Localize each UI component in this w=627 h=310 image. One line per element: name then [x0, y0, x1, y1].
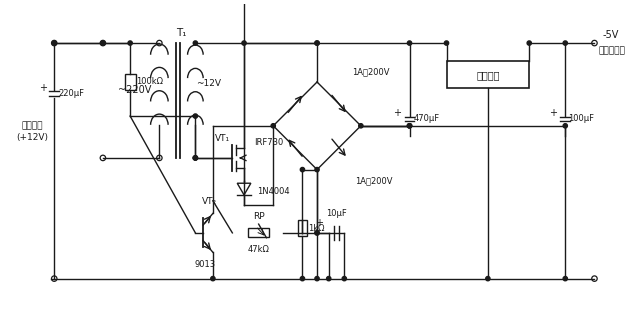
Bar — [125, 74, 135, 90]
Text: ~220V: ~220V — [119, 85, 152, 95]
Circle shape — [101, 41, 105, 45]
Bar — [298, 220, 307, 236]
Circle shape — [327, 277, 331, 281]
Circle shape — [271, 124, 275, 128]
Circle shape — [300, 277, 305, 281]
Text: 1kΩ: 1kΩ — [308, 224, 324, 232]
Circle shape — [342, 277, 347, 281]
Text: RP: RP — [253, 212, 265, 221]
Circle shape — [408, 124, 412, 128]
Circle shape — [486, 277, 490, 281]
Circle shape — [211, 277, 215, 281]
Text: 1A／200V: 1A／200V — [352, 68, 389, 77]
Text: T₁: T₁ — [176, 28, 187, 38]
Polygon shape — [237, 183, 251, 195]
Text: 470μF: 470μF — [414, 113, 440, 122]
Circle shape — [563, 124, 567, 128]
Circle shape — [315, 167, 319, 172]
Circle shape — [193, 41, 198, 45]
Circle shape — [315, 41, 319, 45]
Text: VT₁: VT₁ — [215, 134, 230, 143]
Circle shape — [193, 156, 198, 160]
Circle shape — [193, 156, 198, 160]
Circle shape — [408, 41, 412, 45]
Text: 1A／200V: 1A／200V — [355, 177, 393, 186]
Text: 1N4004: 1N4004 — [256, 187, 289, 196]
Circle shape — [193, 114, 198, 118]
Circle shape — [408, 124, 412, 128]
Text: -5V: -5V — [603, 30, 619, 40]
Text: 电池电压: 电池电压 — [21, 121, 43, 130]
Circle shape — [300, 167, 305, 172]
Circle shape — [315, 277, 319, 281]
Text: +: + — [393, 108, 401, 118]
Circle shape — [193, 156, 198, 160]
Circle shape — [52, 41, 56, 45]
Circle shape — [408, 124, 412, 128]
Circle shape — [315, 41, 319, 45]
Circle shape — [242, 41, 246, 45]
Text: 100kΩ: 100kΩ — [136, 78, 163, 86]
Text: ~12V: ~12V — [196, 79, 221, 88]
Text: 稳压电源: 稳压电源 — [476, 70, 500, 80]
Text: 100μF: 100μF — [568, 113, 594, 122]
Circle shape — [563, 41, 567, 45]
Text: （接负载）: （接负载） — [598, 46, 625, 55]
Circle shape — [128, 41, 132, 45]
Circle shape — [315, 231, 319, 235]
Text: VT₂: VT₂ — [201, 197, 216, 206]
Bar — [446, 61, 529, 88]
Text: +: + — [549, 108, 557, 118]
Text: +: + — [315, 218, 323, 228]
Text: 10μF: 10μF — [326, 209, 347, 218]
Text: 9013: 9013 — [194, 259, 216, 268]
Text: 220μF: 220μF — [59, 89, 85, 98]
Text: +: + — [38, 83, 46, 93]
Circle shape — [315, 231, 319, 235]
Circle shape — [527, 41, 532, 45]
Bar — [248, 228, 270, 237]
Circle shape — [445, 41, 449, 45]
Text: (+12V): (+12V) — [16, 133, 48, 142]
Circle shape — [563, 277, 567, 281]
Circle shape — [359, 124, 363, 128]
Text: IRF730: IRF730 — [254, 138, 283, 147]
Text: 47kΩ: 47kΩ — [248, 245, 270, 254]
